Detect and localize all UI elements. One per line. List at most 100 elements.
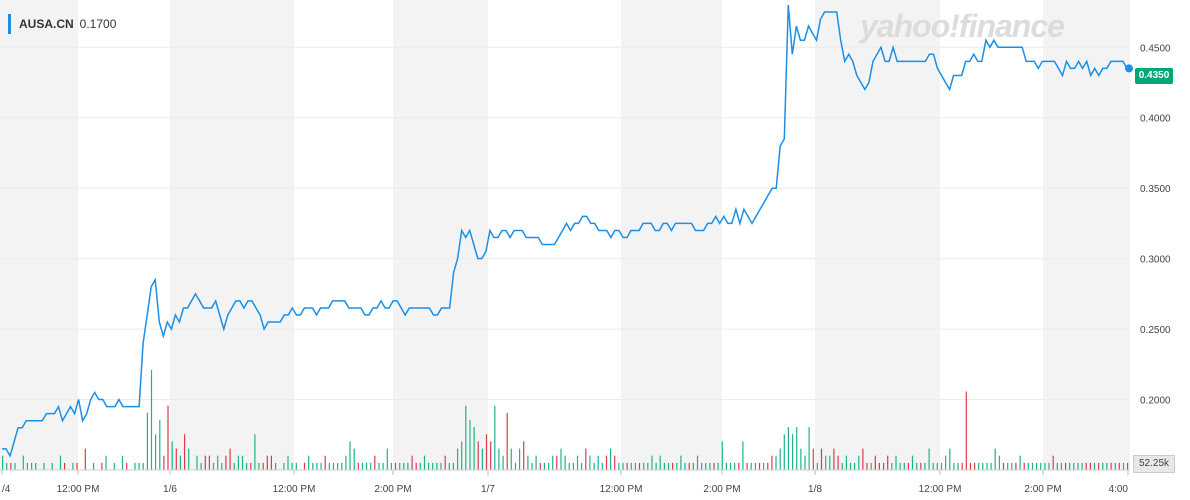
volume-bar xyxy=(820,448,823,470)
volume-bar xyxy=(593,462,595,470)
volume-bar xyxy=(295,462,297,470)
volume-bar xyxy=(494,405,496,470)
volume-bar xyxy=(1002,462,1005,470)
volume-bar xyxy=(792,434,794,470)
volume-bar xyxy=(630,462,632,470)
volume-bar xyxy=(754,462,756,470)
volume-bar xyxy=(146,412,148,470)
volume-bar xyxy=(833,448,835,470)
x-tick-label-2: 1/6 xyxy=(163,484,177,495)
volume-bar xyxy=(1073,462,1075,470)
volume-bar xyxy=(208,455,210,470)
volume-bar xyxy=(713,462,715,470)
volume-bar xyxy=(72,462,74,470)
volume-bar xyxy=(837,455,839,470)
volume-bar xyxy=(667,462,670,470)
volume-bar xyxy=(436,462,438,470)
volume-bar xyxy=(614,455,616,470)
volume-bar xyxy=(444,455,446,470)
volume-bar xyxy=(457,448,459,470)
volume-bar xyxy=(2,455,4,470)
volume-bar xyxy=(870,462,872,470)
volume-bar xyxy=(945,455,947,470)
volume-bar xyxy=(775,455,777,470)
volume-bar xyxy=(241,455,244,470)
volume-bar xyxy=(394,462,397,470)
volume-bar xyxy=(320,462,322,470)
x-tick-label-11: 4:00 xyxy=(1109,484,1129,495)
volume-bar xyxy=(217,455,219,470)
volume-bar xyxy=(465,405,467,470)
volume-bar xyxy=(969,462,971,470)
volume-bar xyxy=(6,462,8,470)
volume-bar xyxy=(758,462,761,470)
volume-bar xyxy=(717,462,719,470)
volume-bar xyxy=(1122,462,1125,470)
legend[interactable]: AUSA.CN 0.1700 xyxy=(8,14,116,34)
volume-bar xyxy=(804,455,806,470)
volume-bar xyxy=(440,462,442,470)
volume-bar xyxy=(523,441,525,470)
gridlines xyxy=(0,46,1130,401)
volume-bar xyxy=(1056,462,1058,470)
legend-symbol: AUSA.CN xyxy=(19,17,74,31)
volume-bar xyxy=(105,455,107,470)
volume-bar xyxy=(76,462,78,470)
volume-bar xyxy=(812,448,814,470)
y-tick-label-0: 0.4500 xyxy=(1140,43,1171,54)
volume-bar xyxy=(419,462,421,470)
volume-bar xyxy=(188,448,190,470)
x-tick-label-0: /4 xyxy=(2,484,11,495)
volume-bar xyxy=(22,455,24,470)
volume-bar xyxy=(250,462,252,470)
volume-bar xyxy=(283,462,285,470)
volume-bar xyxy=(43,462,45,470)
volume-bar xyxy=(783,434,785,470)
volume-bar xyxy=(634,462,636,470)
volume-bar xyxy=(589,455,591,470)
y-tick-label-5: 0.2000 xyxy=(1140,396,1171,407)
volume-bar xyxy=(548,462,550,470)
y-axis: 0.4500 0.4000 0.3500 0.3000 0.2500 0.2000 xyxy=(1140,43,1171,406)
volume-bar xyxy=(477,441,479,470)
volume-bar xyxy=(907,462,909,470)
volume-bar xyxy=(601,462,603,470)
volume-bar xyxy=(262,462,264,470)
volume-bar xyxy=(328,462,330,470)
volume-bar xyxy=(1114,462,1116,470)
volume-bar xyxy=(1031,462,1034,470)
volume-bar xyxy=(101,462,103,470)
volume-bar xyxy=(701,462,703,470)
volume-bar xyxy=(990,462,992,470)
volume-bar xyxy=(407,462,409,470)
x-tick-label-10: 2:00 PM xyxy=(1024,484,1061,495)
y-tick-label-4: 0.2500 xyxy=(1140,325,1171,336)
volume-bar xyxy=(1093,462,1096,470)
volume-bar xyxy=(233,462,235,470)
volume-bar xyxy=(510,448,512,470)
volume-bar xyxy=(481,448,483,470)
volume-bar xyxy=(1102,462,1104,470)
volume-bar xyxy=(539,462,541,470)
x-tick-label-6: 12:00 PM xyxy=(600,484,643,495)
volume-bar xyxy=(423,455,426,470)
volume-bar xyxy=(1081,462,1083,470)
volume-bar xyxy=(134,462,136,470)
volume-bar xyxy=(581,462,583,470)
volume-bar xyxy=(357,462,359,470)
volume-bar xyxy=(932,462,934,470)
x-tick-label-9: 12:00 PM xyxy=(919,484,962,495)
volume-bar xyxy=(490,441,492,470)
volume-bar xyxy=(663,462,665,470)
volume-bar xyxy=(382,462,384,470)
volume-bar xyxy=(506,412,508,470)
volume-bar xyxy=(84,448,86,470)
volume-bar xyxy=(175,448,177,470)
volume-bar xyxy=(556,455,558,470)
legend-swatch xyxy=(8,14,11,34)
volume-bar xyxy=(121,455,124,470)
volume-bar xyxy=(961,462,963,470)
volume-bar xyxy=(179,455,181,470)
volume-bar xyxy=(370,462,372,470)
volume-bar xyxy=(1015,462,1017,470)
